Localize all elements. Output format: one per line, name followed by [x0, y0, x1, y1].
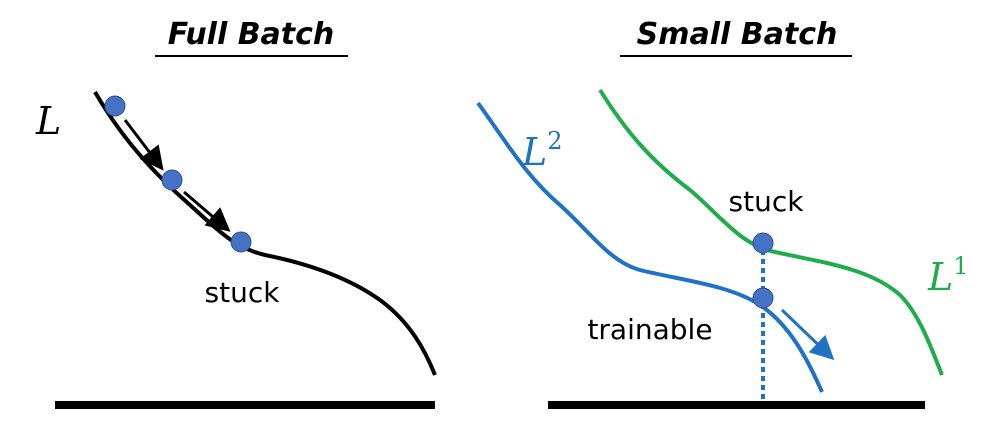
annotation: trainable — [587, 313, 712, 346]
loss-curve-2 — [476, 101, 824, 393]
label-sup: 2 — [547, 127, 562, 155]
label-base: L — [521, 130, 547, 174]
loss-curve — [93, 90, 437, 376]
ball — [161, 169, 183, 191]
curve-label: L1 — [927, 252, 969, 299]
ball — [230, 231, 252, 253]
panel-title: Small Batch — [637, 17, 838, 52]
curve-label: L2 — [521, 127, 563, 174]
label-sup: 1 — [953, 252, 968, 280]
curve-label: L — [35, 99, 61, 143]
arrow — [183, 190, 231, 232]
ball — [104, 95, 126, 117]
annotation: stuck — [205, 276, 281, 309]
panel-title: Full Batch — [168, 17, 335, 52]
arrow — [780, 308, 835, 361]
arrow — [123, 119, 164, 171]
ball — [752, 287, 774, 309]
loss-curve-1 — [598, 88, 944, 376]
ball — [752, 232, 774, 254]
label-base: L — [927, 255, 953, 299]
annotation: stuck — [729, 185, 805, 218]
